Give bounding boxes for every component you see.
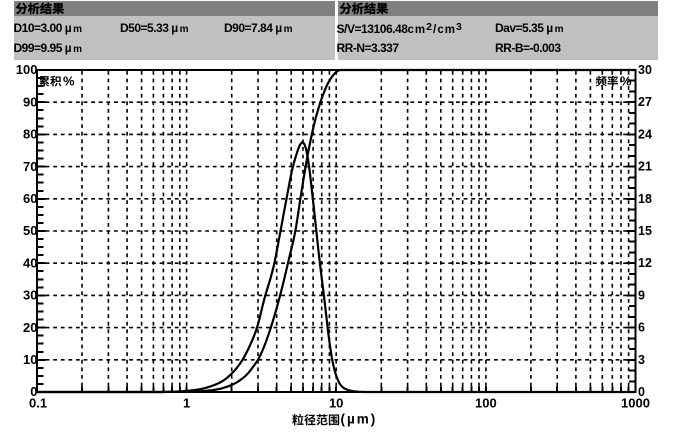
svg-text:40: 40 <box>23 255 37 270</box>
svg-text:12: 12 <box>638 256 652 270</box>
svg-text:%: % <box>620 74 632 89</box>
svg-text:60: 60 <box>23 191 37 206</box>
svg-text:50: 50 <box>23 223 37 238</box>
svg-text:0: 0 <box>30 384 37 399</box>
svg-text:10: 10 <box>329 396 343 411</box>
svg-text:10: 10 <box>23 352 37 367</box>
svg-text:(µm): (µm) <box>341 412 378 427</box>
svg-text:90: 90 <box>23 94 37 109</box>
svg-text:0: 0 <box>638 385 645 399</box>
svg-text:100: 100 <box>16 62 38 77</box>
svg-text:1000: 1000 <box>621 396 650 411</box>
svg-text:21: 21 <box>638 160 652 174</box>
svg-text:18: 18 <box>638 192 652 206</box>
svg-text:9: 9 <box>638 288 645 302</box>
svg-text:20: 20 <box>23 320 37 335</box>
svg-text:6: 6 <box>638 321 645 335</box>
svg-text:24: 24 <box>638 127 652 141</box>
svg-text:1: 1 <box>183 396 190 411</box>
svg-text:15: 15 <box>638 224 652 238</box>
svg-text:27: 27 <box>638 95 652 109</box>
svg-text:70: 70 <box>23 159 37 174</box>
svg-text:80: 80 <box>23 127 37 142</box>
svg-text:30: 30 <box>23 288 37 303</box>
svg-text:%: % <box>63 74 75 89</box>
svg-text:100: 100 <box>475 396 497 411</box>
svg-text:0.1: 0.1 <box>29 396 47 411</box>
svg-text:30: 30 <box>638 63 652 77</box>
svg-text:3: 3 <box>638 353 645 367</box>
